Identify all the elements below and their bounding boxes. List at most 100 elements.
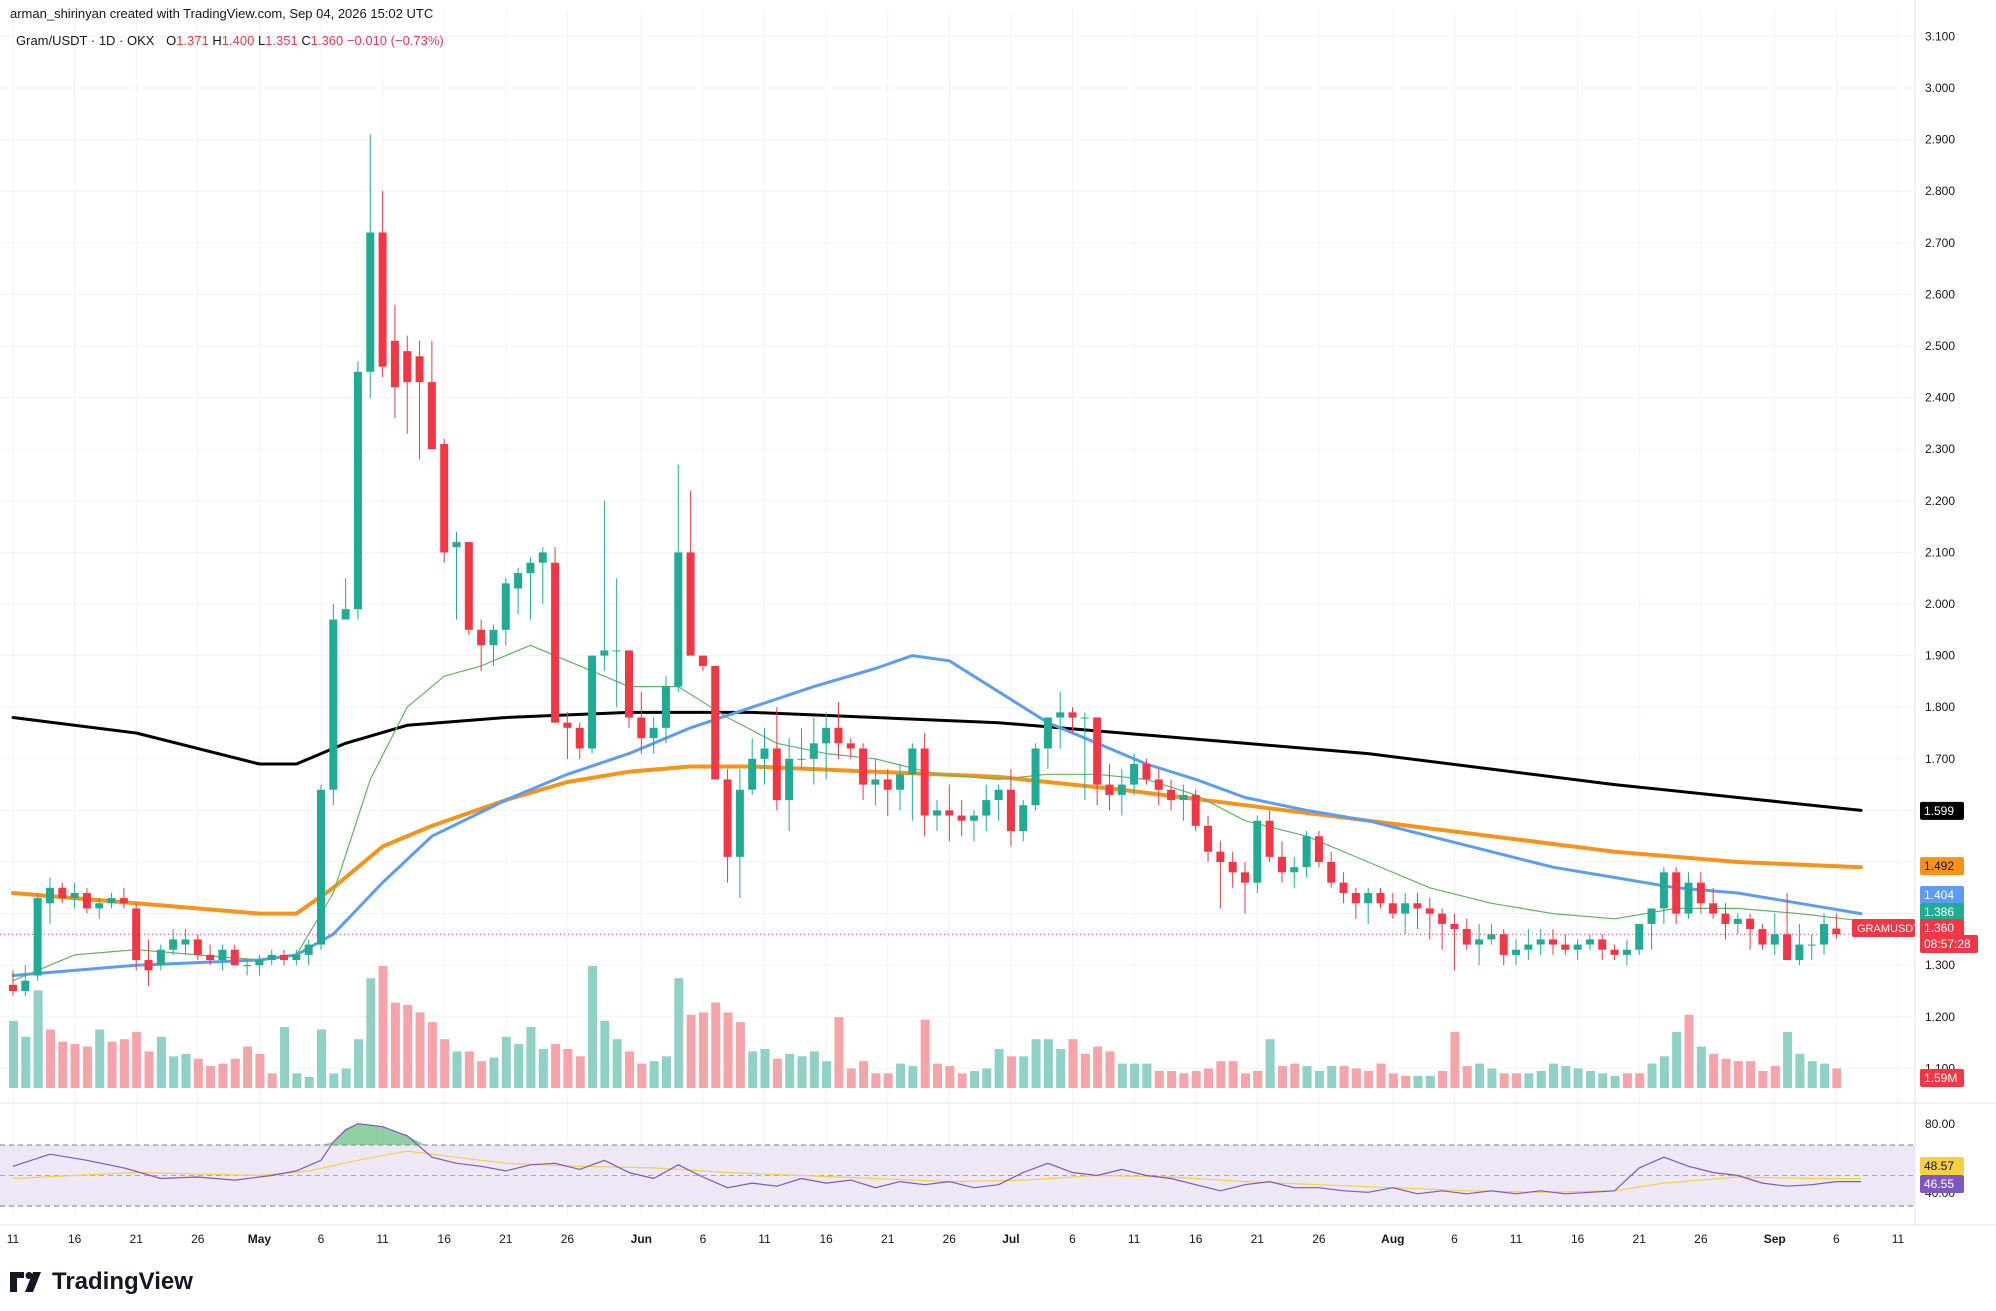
volume-bar bbox=[353, 1039, 363, 1088]
tradingview-icon bbox=[10, 1272, 44, 1292]
x-tick-label: 6 bbox=[700, 1232, 707, 1246]
symbol-name[interactable]: Gram/USDT · 1D · OKX bbox=[16, 33, 155, 48]
volume-bar bbox=[1659, 1056, 1669, 1088]
volume-bar bbox=[1561, 1066, 1571, 1088]
candle-body bbox=[1265, 820, 1274, 857]
candle-body bbox=[1154, 779, 1163, 790]
volume-bar bbox=[427, 1022, 437, 1088]
candle-body bbox=[378, 232, 387, 367]
author-line: arman_shirinyan created with TradingView… bbox=[10, 6, 434, 21]
high-value: 1.400 bbox=[221, 33, 255, 48]
grid bbox=[0, 0, 1996, 1226]
volume-bar bbox=[809, 1051, 819, 1088]
candle-body bbox=[1253, 820, 1262, 883]
volume-bar bbox=[181, 1053, 191, 1088]
candle-body bbox=[1117, 784, 1126, 795]
volume-bar bbox=[82, 1046, 92, 1088]
x-tick-label: 6 bbox=[1833, 1232, 1840, 1246]
candle-body bbox=[1598, 939, 1607, 950]
volume-bar bbox=[489, 1057, 499, 1088]
x-tick-label: Jun bbox=[631, 1232, 652, 1246]
candle-body bbox=[1783, 934, 1792, 961]
volume-bar bbox=[772, 1058, 782, 1088]
candle-body bbox=[1438, 913, 1447, 924]
volume-bar bbox=[193, 1058, 203, 1088]
volume-bar bbox=[1204, 1068, 1214, 1088]
volume-bar bbox=[304, 1077, 314, 1088]
candle-body bbox=[1388, 903, 1397, 914]
volume-bar bbox=[243, 1046, 253, 1088]
volume-bar bbox=[317, 1029, 326, 1088]
volume-bar bbox=[514, 1044, 524, 1088]
candle-body bbox=[588, 655, 597, 749]
volume-bar bbox=[1314, 1070, 1324, 1088]
volume-bar bbox=[1154, 1070, 1164, 1088]
volume-bar bbox=[1795, 1053, 1805, 1088]
x-tick-label: 26 bbox=[943, 1232, 957, 1246]
x-tick-label: 6 bbox=[1069, 1232, 1076, 1246]
candle-body bbox=[723, 779, 732, 857]
candle-body bbox=[637, 717, 646, 739]
candle-body bbox=[329, 619, 338, 790]
candle-body bbox=[341, 609, 350, 620]
ma-orange-line bbox=[11, 764, 1863, 916]
candle-body bbox=[218, 949, 227, 961]
candle-body bbox=[551, 562, 560, 723]
tradingview-logo[interactable]: TradingView bbox=[10, 1268, 193, 1296]
price-tag: 1.386 bbox=[1924, 905, 1954, 919]
price-tag: 1.492 bbox=[1924, 859, 1954, 873]
candle-body bbox=[1684, 882, 1693, 914]
candle-body bbox=[1820, 923, 1829, 945]
x-tick-label: 11 bbox=[7, 1232, 20, 1246]
volume-bar bbox=[686, 1014, 696, 1088]
candle-body bbox=[1659, 872, 1668, 909]
price-axis[interactable]: 3.100 3.000 2.900 2.800 2.700 2.600 2.500 2.400… bbox=[1925, 29, 1955, 1200]
volume-bar bbox=[1585, 1070, 1595, 1088]
candle-body bbox=[1635, 923, 1644, 950]
volume-bar bbox=[945, 1066, 955, 1088]
candle-body bbox=[1561, 944, 1570, 950]
candle-body bbox=[1549, 939, 1557, 945]
candle-body bbox=[896, 774, 905, 790]
candle-body bbox=[230, 949, 239, 966]
volume-bar bbox=[1709, 1053, 1719, 1088]
y-tick-label: 2.700 bbox=[1925, 236, 1955, 250]
volume-bar bbox=[600, 1020, 610, 1088]
candle-body bbox=[1647, 908, 1656, 924]
candle-body bbox=[883, 779, 892, 790]
volume-bar bbox=[1462, 1066, 1472, 1088]
candle-body bbox=[267, 954, 276, 961]
x-tick-label: 11 bbox=[758, 1232, 771, 1246]
x-tick-label: 26 bbox=[1312, 1232, 1326, 1246]
x-tick-label: 26 bbox=[1694, 1232, 1708, 1246]
candle-body bbox=[920, 748, 929, 816]
candle-body bbox=[1475, 939, 1484, 945]
volume-bar bbox=[1228, 1061, 1238, 1088]
close-value: 1.360 bbox=[310, 33, 344, 48]
candle-body bbox=[1696, 882, 1705, 904]
volume-bar bbox=[563, 1048, 573, 1088]
volume-bar bbox=[169, 1056, 179, 1088]
volume-bar bbox=[1783, 1031, 1793, 1088]
candle-body bbox=[82, 892, 91, 909]
candle-body bbox=[33, 898, 42, 976]
time-axis[interactable]: 11 16 21 26 May 6 11 16 21 26 Jun 6 11 16 21 26 Jul 6 11 16… bbox=[7, 1232, 1905, 1246]
volume-bar bbox=[255, 1053, 265, 1088]
volume-bar bbox=[871, 1073, 881, 1088]
candle-body bbox=[1043, 717, 1052, 749]
moving-averages bbox=[0, 644, 1915, 982]
x-tick-label: 16 bbox=[438, 1232, 452, 1246]
x-tick-label: 26 bbox=[561, 1232, 575, 1246]
volume-bar bbox=[267, 1073, 277, 1088]
volume-bar bbox=[440, 1039, 450, 1088]
volume-bar bbox=[1019, 1056, 1029, 1088]
y-tick-label: 1.800 bbox=[1925, 700, 1955, 714]
candle-body bbox=[1068, 712, 1077, 718]
candle-body bbox=[1758, 929, 1767, 945]
x-tick-label: Sep bbox=[1764, 1232, 1786, 1246]
y-tick-label: 2.100 bbox=[1925, 545, 1955, 559]
close-label: C bbox=[301, 33, 311, 48]
x-tick-label: 11 bbox=[1128, 1232, 1141, 1246]
volume-bar bbox=[1401, 1075, 1411, 1088]
